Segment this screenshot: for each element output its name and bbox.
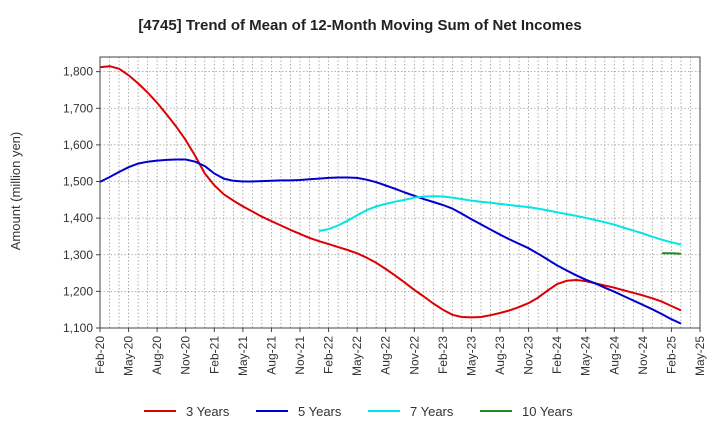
x-tick-label: Nov-23 — [522, 336, 536, 375]
y-axis-title: Amount (million yen) — [8, 132, 23, 251]
legend-item: 7 Years — [368, 404, 454, 419]
y-tick-label: 1,500 — [63, 175, 93, 189]
y-tick-label: 1,300 — [63, 248, 93, 262]
x-tick-label: Feb-22 — [322, 336, 336, 374]
y-axis: 1,100 1,200 1,300 1,400 1,500 1,600 1,700 1,800 — [63, 65, 100, 335]
x-tick-label: Aug-21 — [264, 336, 278, 375]
x-tick-label: May-24 — [579, 336, 593, 376]
series-line-5-years — [99, 158, 682, 325]
x-tick-label: Feb-21 — [207, 336, 221, 374]
x-tick-label: Feb-24 — [550, 336, 564, 374]
y-tick-label: 1,200 — [63, 284, 93, 298]
x-tick-label: Nov-24 — [636, 336, 650, 375]
x-tick-label: Feb-25 — [664, 336, 678, 374]
x-tick-label: Aug-20 — [150, 336, 164, 375]
x-tick-label: May-21 — [236, 336, 250, 376]
plot-frame — [99, 56, 701, 329]
x-axis: Feb-20 May-20 Aug-20 Nov-20 Feb-21 May-21 Aug-… — [93, 328, 707, 376]
y-tick-label: 1,700 — [63, 101, 93, 115]
legend-label: 10 Years — [522, 404, 573, 419]
x-tick-label: Feb-20 — [93, 336, 107, 374]
x-tick-label: May-25 — [693, 336, 707, 376]
series-lines — [99, 65, 682, 325]
legend-label: 7 Years — [410, 404, 454, 419]
x-tick-label: Feb-23 — [436, 336, 450, 374]
x-tick-label: Aug-22 — [379, 336, 393, 375]
chart-title: [4745] Trend of Mean of 12-Month Moving … — [138, 17, 581, 34]
y-tick-label: 1,100 — [63, 321, 93, 335]
legend-label: 5 Years — [298, 404, 342, 419]
x-tick-label: Nov-21 — [293, 336, 307, 375]
y-tick-label: 1,600 — [63, 138, 93, 152]
y-tick-label: 1,400 — [63, 211, 93, 225]
y-tick-label: 1,800 — [63, 65, 93, 79]
series-line-3-years — [99, 65, 682, 319]
legend-item: 5 Years — [256, 404, 342, 419]
x-tick-label: May-23 — [464, 336, 478, 376]
legend: 3 Years 5 Years 7 Years 10 Years — [144, 404, 573, 419]
legend-item: 10 Years — [480, 404, 573, 419]
x-tick-label: May-22 — [350, 336, 364, 376]
x-tick-label: May-20 — [122, 336, 136, 376]
x-tick-label: Aug-24 — [607, 336, 621, 375]
series-line-7-years — [318, 195, 682, 246]
legend-item: 3 Years — [144, 404, 230, 419]
x-tick-label: Nov-22 — [407, 336, 421, 375]
x-tick-label: Aug-23 — [493, 336, 507, 375]
x-tick-label: Nov-20 — [179, 336, 193, 375]
legend-label: 3 Years — [186, 404, 230, 419]
